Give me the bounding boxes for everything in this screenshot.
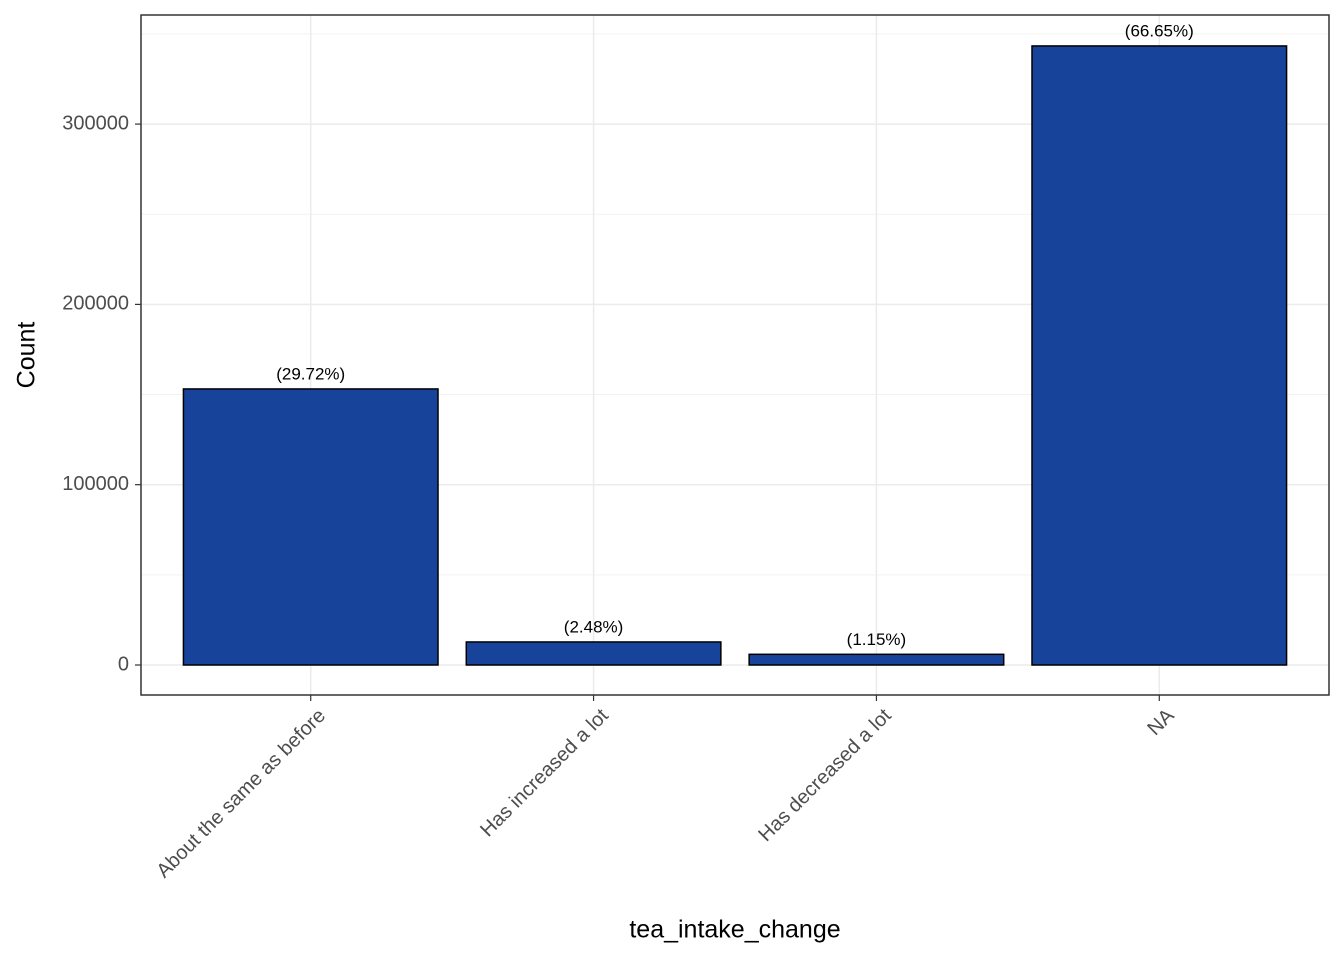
y-tick-label: 100000 <box>62 473 129 495</box>
bar-label: (1.15%) <box>847 630 907 649</box>
bar <box>182 388 439 666</box>
y-tick-label: 0 <box>118 653 129 675</box>
bar-label: (2.48%) <box>564 617 624 636</box>
bar-label: (29.72%) <box>276 364 345 383</box>
x-axis-title: tea_intake_change <box>629 916 840 944</box>
bar <box>465 641 722 666</box>
y-tick-label: 200000 <box>62 293 129 315</box>
bar-label: (66.65%) <box>1125 21 1194 40</box>
y-axis-title: Count <box>13 322 41 389</box>
bar <box>748 653 1005 666</box>
bar <box>1031 45 1288 666</box>
y-tick-label: 300000 <box>62 112 129 134</box>
panel-border <box>140 14 1330 696</box>
